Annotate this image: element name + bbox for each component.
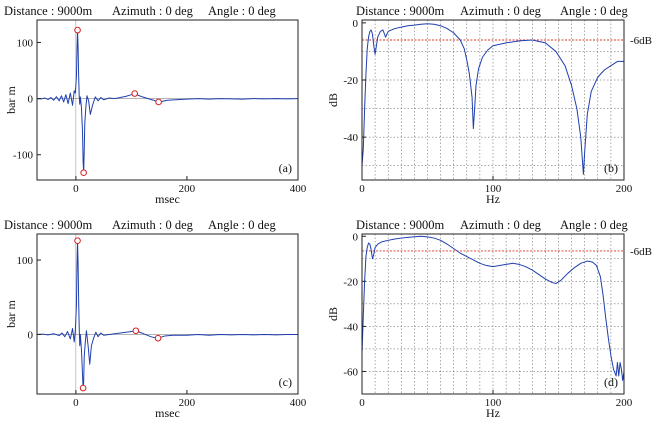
y-tick-label: -100 [13, 150, 34, 162]
angle-label: Angle : 0 deg [208, 218, 276, 232]
y-tick-label: -40 [343, 132, 358, 144]
chart-panel-a: Distance : 9000m Azimuth : 0 deg Angle : 0… [4, 4, 307, 206]
y-axis-label: bar m [4, 86, 18, 114]
angle-label: Angle : 0 deg [208, 4, 276, 18]
distance-label: Distance : 9000m [4, 218, 92, 232]
x-tick-label: 200 [179, 397, 196, 409]
chart-panel-b: Distance : 9000m Azimuth : 0 deg Angle : 0… [326, 4, 652, 206]
azimuth-label: Azimuth : 0 deg [112, 4, 194, 18]
series-line [36, 240, 298, 389]
y-tick-label: 100 [17, 255, 34, 267]
azimuth-label: Azimuth : 0 deg [460, 218, 542, 232]
azimuth-label: Azimuth : 0 deg [460, 4, 542, 18]
peak-marker [74, 237, 81, 244]
x-tick-label: 200 [616, 397, 633, 409]
peak-marker [131, 90, 139, 97]
angle-label: Angle : 0 deg [560, 218, 628, 232]
chart-panel-c: Distance : 9000m Azimuth : 0 deg Angle : 0… [4, 218, 307, 420]
x-axis-label: Hz [486, 406, 500, 420]
x-axis-label: Hz [486, 192, 500, 206]
chart-panel-d: Distance : 9000m Azimuth : 0 deg Angle : 0… [326, 218, 652, 420]
plot-frame [36, 233, 299, 395]
distance-label: Distance : 9000m [356, 4, 444, 18]
y-tick-label: 0 [353, 18, 359, 30]
plot-frame [36, 19, 299, 181]
panel-label: (b) [604, 161, 618, 175]
peak-marker [74, 26, 81, 34]
peak-marker [155, 98, 162, 106]
x-axis-label: msec [155, 406, 180, 420]
y-tick-label: 0 [28, 94, 34, 106]
y-axis-label: dB [326, 307, 340, 321]
distance-label: Distance : 9000m [4, 4, 92, 18]
x-tick-label: 400 [290, 397, 307, 409]
peak-marker [154, 334, 162, 342]
series-line [361, 23, 624, 175]
y-tick-label: -40 [343, 321, 358, 333]
x-tick-label: 0 [359, 397, 365, 409]
peak-marker [79, 384, 87, 392]
angle-label: Angle : 0 deg [560, 4, 628, 18]
series-line [361, 235, 625, 381]
x-tick-label: 0 [73, 397, 79, 409]
y-tick-label: -20 [343, 75, 358, 87]
x-tick-label: 100 [485, 183, 502, 195]
x-tick-label: 400 [290, 183, 307, 195]
distance-label: Distance : 9000m [356, 218, 444, 232]
series-line [36, 29, 299, 174]
panel-label: (a) [279, 161, 292, 175]
panel-label: (c) [279, 375, 292, 389]
x-tick-label: 0 [73, 183, 79, 195]
peak-marker [80, 169, 87, 177]
y-tick-label: -20 [343, 276, 358, 288]
azimuth-label: Azimuth : 0 deg [112, 218, 194, 232]
reference-label: -6dB [630, 246, 652, 258]
y-tick-label: 0 [353, 231, 359, 243]
y-tick-label: 100 [17, 37, 34, 49]
x-axis-label: msec [155, 192, 180, 206]
y-tick-label: -60 [343, 366, 358, 378]
peak-marker [132, 327, 140, 335]
x-tick-label: 100 [485, 397, 502, 409]
plot-frame [361, 233, 625, 395]
x-tick-label: 200 [616, 183, 633, 195]
x-tick-label: 200 [179, 183, 196, 195]
reference-label: -6dB [630, 35, 652, 47]
y-tick-label: 0 [28, 329, 34, 341]
y-axis-label: dB [326, 93, 340, 107]
panel-label: (d) [604, 375, 618, 389]
y-axis-label: bar m [4, 300, 18, 328]
x-tick-label: 0 [359, 183, 365, 195]
